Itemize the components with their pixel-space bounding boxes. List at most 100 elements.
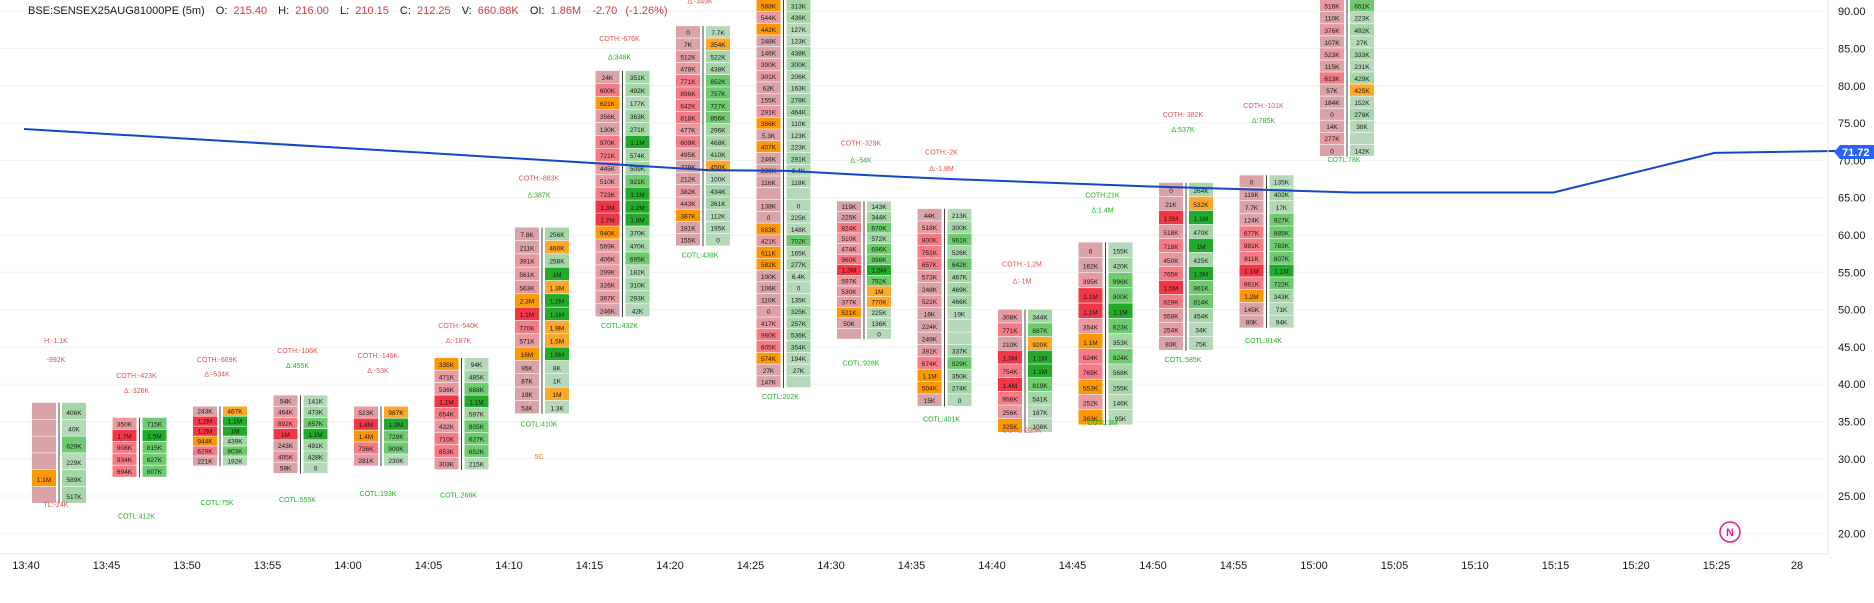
tv-logo-icon[interactable]: N	[1719, 521, 1741, 543]
ask-cell	[1269, 302, 1294, 315]
bid-cell	[515, 400, 539, 414]
bid-cell	[917, 245, 942, 258]
ask-volume: 231K	[1354, 64, 1370, 71]
bid-volume: 130K	[600, 127, 616, 134]
ask-cell	[1189, 182, 1213, 197]
bid-volume: 246K	[761, 156, 777, 163]
bid-cell	[756, 35, 781, 47]
bid-cell	[756, 305, 781, 317]
ask-volume: 1.1M	[1113, 309, 1127, 316]
x-tick-label: 14:15	[576, 560, 604, 572]
bid-cell	[837, 243, 861, 254]
ask-cell	[786, 164, 811, 176]
bid-cell	[998, 418, 1022, 433]
ask-volume: 257K	[791, 321, 807, 328]
ask-volume: 135K	[1274, 179, 1290, 186]
footprint-cells: 406K 40K 629K 229K 1.1M 589K 517K 350K 715K 1.7M 1…	[32, 0, 1374, 504]
bid-volume: 162K	[1083, 264, 1099, 271]
bid-cell	[32, 419, 56, 436]
ask-cell	[786, 82, 811, 94]
bid-cell	[1078, 257, 1103, 273]
bid-cell	[837, 296, 861, 307]
ask-volume: 900K	[1113, 294, 1129, 301]
bid-cell	[756, 270, 781, 282]
ask-cell	[867, 318, 891, 329]
ask-volume: 344K	[1032, 314, 1048, 321]
ask-cell	[947, 270, 972, 283]
bid-cell	[676, 99, 700, 112]
ask-cell	[384, 406, 408, 418]
candle-annotation: Δ:-1.8M	[929, 166, 954, 173]
bid-volume: 1.4M	[1003, 383, 1017, 390]
ask-volume: 642K	[952, 262, 968, 269]
bid-cell	[917, 221, 942, 233]
ask-volume: 110K	[791, 121, 806, 128]
bid-volume: 221K	[197, 458, 213, 465]
ask-cell	[384, 418, 408, 430]
ask-cell	[1269, 213, 1294, 226]
ask-cell	[786, 223, 811, 235]
bid-volume: 771K	[1002, 328, 1018, 335]
candle-annotation: COTL:438K	[682, 252, 719, 259]
bid-volume: 600K	[600, 88, 616, 95]
bid-cell	[756, 223, 781, 235]
bid-cell	[595, 109, 620, 123]
bid-volume: 956K	[1002, 396, 1018, 403]
ask-cell	[1269, 226, 1294, 239]
ask-volume: 1.8M	[550, 352, 564, 359]
ask-volume: 852K	[710, 79, 726, 86]
bid-cell	[273, 417, 298, 429]
ask-volume: 568K	[1113, 370, 1129, 377]
bid-volume: 721K	[600, 153, 616, 160]
ask-cell	[625, 96, 650, 110]
bid-volume: 212K	[680, 177, 696, 184]
bid-volume: 495K	[680, 152, 696, 159]
y-tick-label: 40.00	[1838, 379, 1866, 391]
ask-cell	[706, 111, 730, 124]
ask-volume: 509K	[630, 166, 646, 173]
bid-cell	[917, 394, 942, 406]
bid-cell	[273, 451, 298, 462]
bid-cell	[756, 23, 781, 35]
ask-cell	[947, 208, 972, 221]
ask-cell	[786, 35, 811, 47]
ask-cell	[1108, 394, 1133, 410]
ask-volume: 792K	[871, 278, 887, 285]
candle-annotation: COTH:-145K	[358, 353, 399, 360]
ask-cell	[786, 340, 811, 353]
ask-volume: 291K	[791, 156, 807, 163]
ask-volume: 1.1M	[550, 312, 564, 319]
ask-cell	[706, 50, 730, 63]
ask-volume: 27K	[1356, 40, 1368, 47]
bid-cell	[676, 26, 700, 38]
ask-volume: 296K	[710, 128, 726, 135]
bid-volume: 16M	[521, 352, 534, 359]
ask-cell	[142, 417, 167, 430]
bid-volume: 811K	[1244, 256, 1259, 263]
ask-cell	[786, 58, 811, 70]
bid-cell	[676, 221, 700, 234]
bid-volume: 769K	[1083, 370, 1099, 377]
bid-volume: 432K	[439, 424, 455, 431]
ask-cell	[947, 357, 972, 369]
close-label: C:	[400, 5, 411, 17]
ask-cell	[947, 369, 972, 382]
ask-volume: 921K	[630, 179, 646, 186]
bid-volume: 573K	[922, 275, 938, 282]
bid-cell	[595, 252, 620, 265]
bid-cell	[998, 377, 1022, 392]
bid-cell	[837, 212, 861, 223]
bid-cell	[595, 291, 620, 304]
low-value: 210.15	[355, 5, 389, 17]
bid-cell	[1078, 318, 1103, 334]
bid-cell	[756, 364, 781, 376]
ask-volume: 182K	[630, 270, 646, 277]
change-value: -2.70	[592, 5, 617, 17]
bid-cell	[1239, 277, 1264, 290]
bid-volume: 16K	[924, 312, 936, 319]
bid-volume: 445K	[600, 166, 616, 173]
bid-cell	[756, 176, 781, 188]
bid-volume: 642K	[680, 103, 696, 110]
bid-volume: 7.8K	[520, 232, 534, 239]
